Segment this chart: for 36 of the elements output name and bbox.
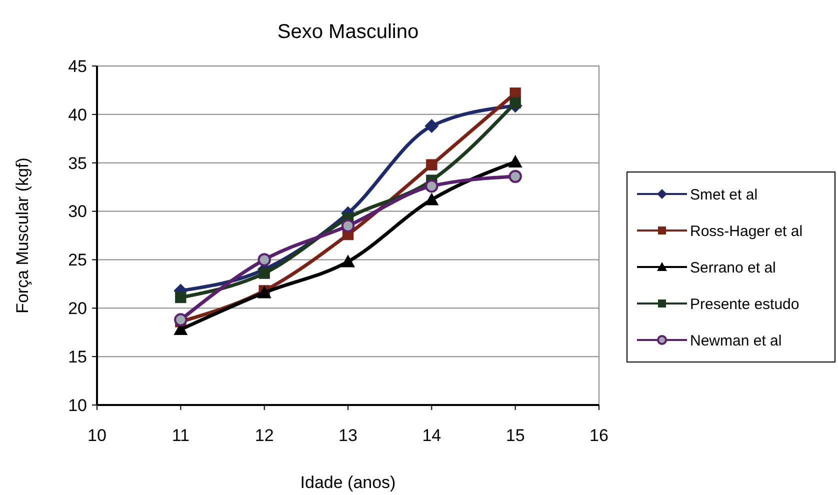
x-tick-label: 15 xyxy=(506,426,525,445)
y-tick-label: 20 xyxy=(68,299,87,318)
y-tick-label: 15 xyxy=(68,348,87,367)
point xyxy=(341,219,355,232)
y-tick-label: 10 xyxy=(68,396,87,415)
x-axis-title: Idade (anos) xyxy=(300,473,396,492)
point xyxy=(175,292,186,304)
point xyxy=(341,254,355,268)
y-axis-title: Força Muscular (kgf) xyxy=(13,158,32,314)
point xyxy=(510,97,521,108)
legend-label: Presente estudo xyxy=(690,296,800,313)
x-tick-label: 14 xyxy=(422,426,442,445)
y-tick-label: 25 xyxy=(68,250,87,270)
point xyxy=(258,253,271,266)
y-tick-label: 45 xyxy=(68,56,87,76)
y-tick-label: 35 xyxy=(68,154,87,173)
point xyxy=(425,180,438,193)
y-tick-label: 40 xyxy=(68,105,87,124)
chart-title: Sexo Masculino xyxy=(277,21,419,43)
legend-label: Ross-Hager et al xyxy=(690,222,803,240)
point xyxy=(426,159,438,170)
x-tick-label: 10 xyxy=(88,426,106,445)
point xyxy=(424,119,439,134)
legend-label: Serrano et al xyxy=(690,259,776,276)
x-tick-label: 11 xyxy=(172,426,190,445)
x-tick-label: 12 xyxy=(254,426,274,445)
point xyxy=(258,268,270,279)
point xyxy=(508,154,522,168)
legend-label: Newman et al xyxy=(690,332,782,350)
x-tick-label: 13 xyxy=(338,426,358,445)
point xyxy=(508,170,522,184)
point xyxy=(174,313,188,326)
point xyxy=(424,192,439,206)
x-tick-label: 16 xyxy=(590,426,608,445)
y-tick-label: 30 xyxy=(68,202,87,222)
legend-label: Smet et al xyxy=(690,186,758,204)
